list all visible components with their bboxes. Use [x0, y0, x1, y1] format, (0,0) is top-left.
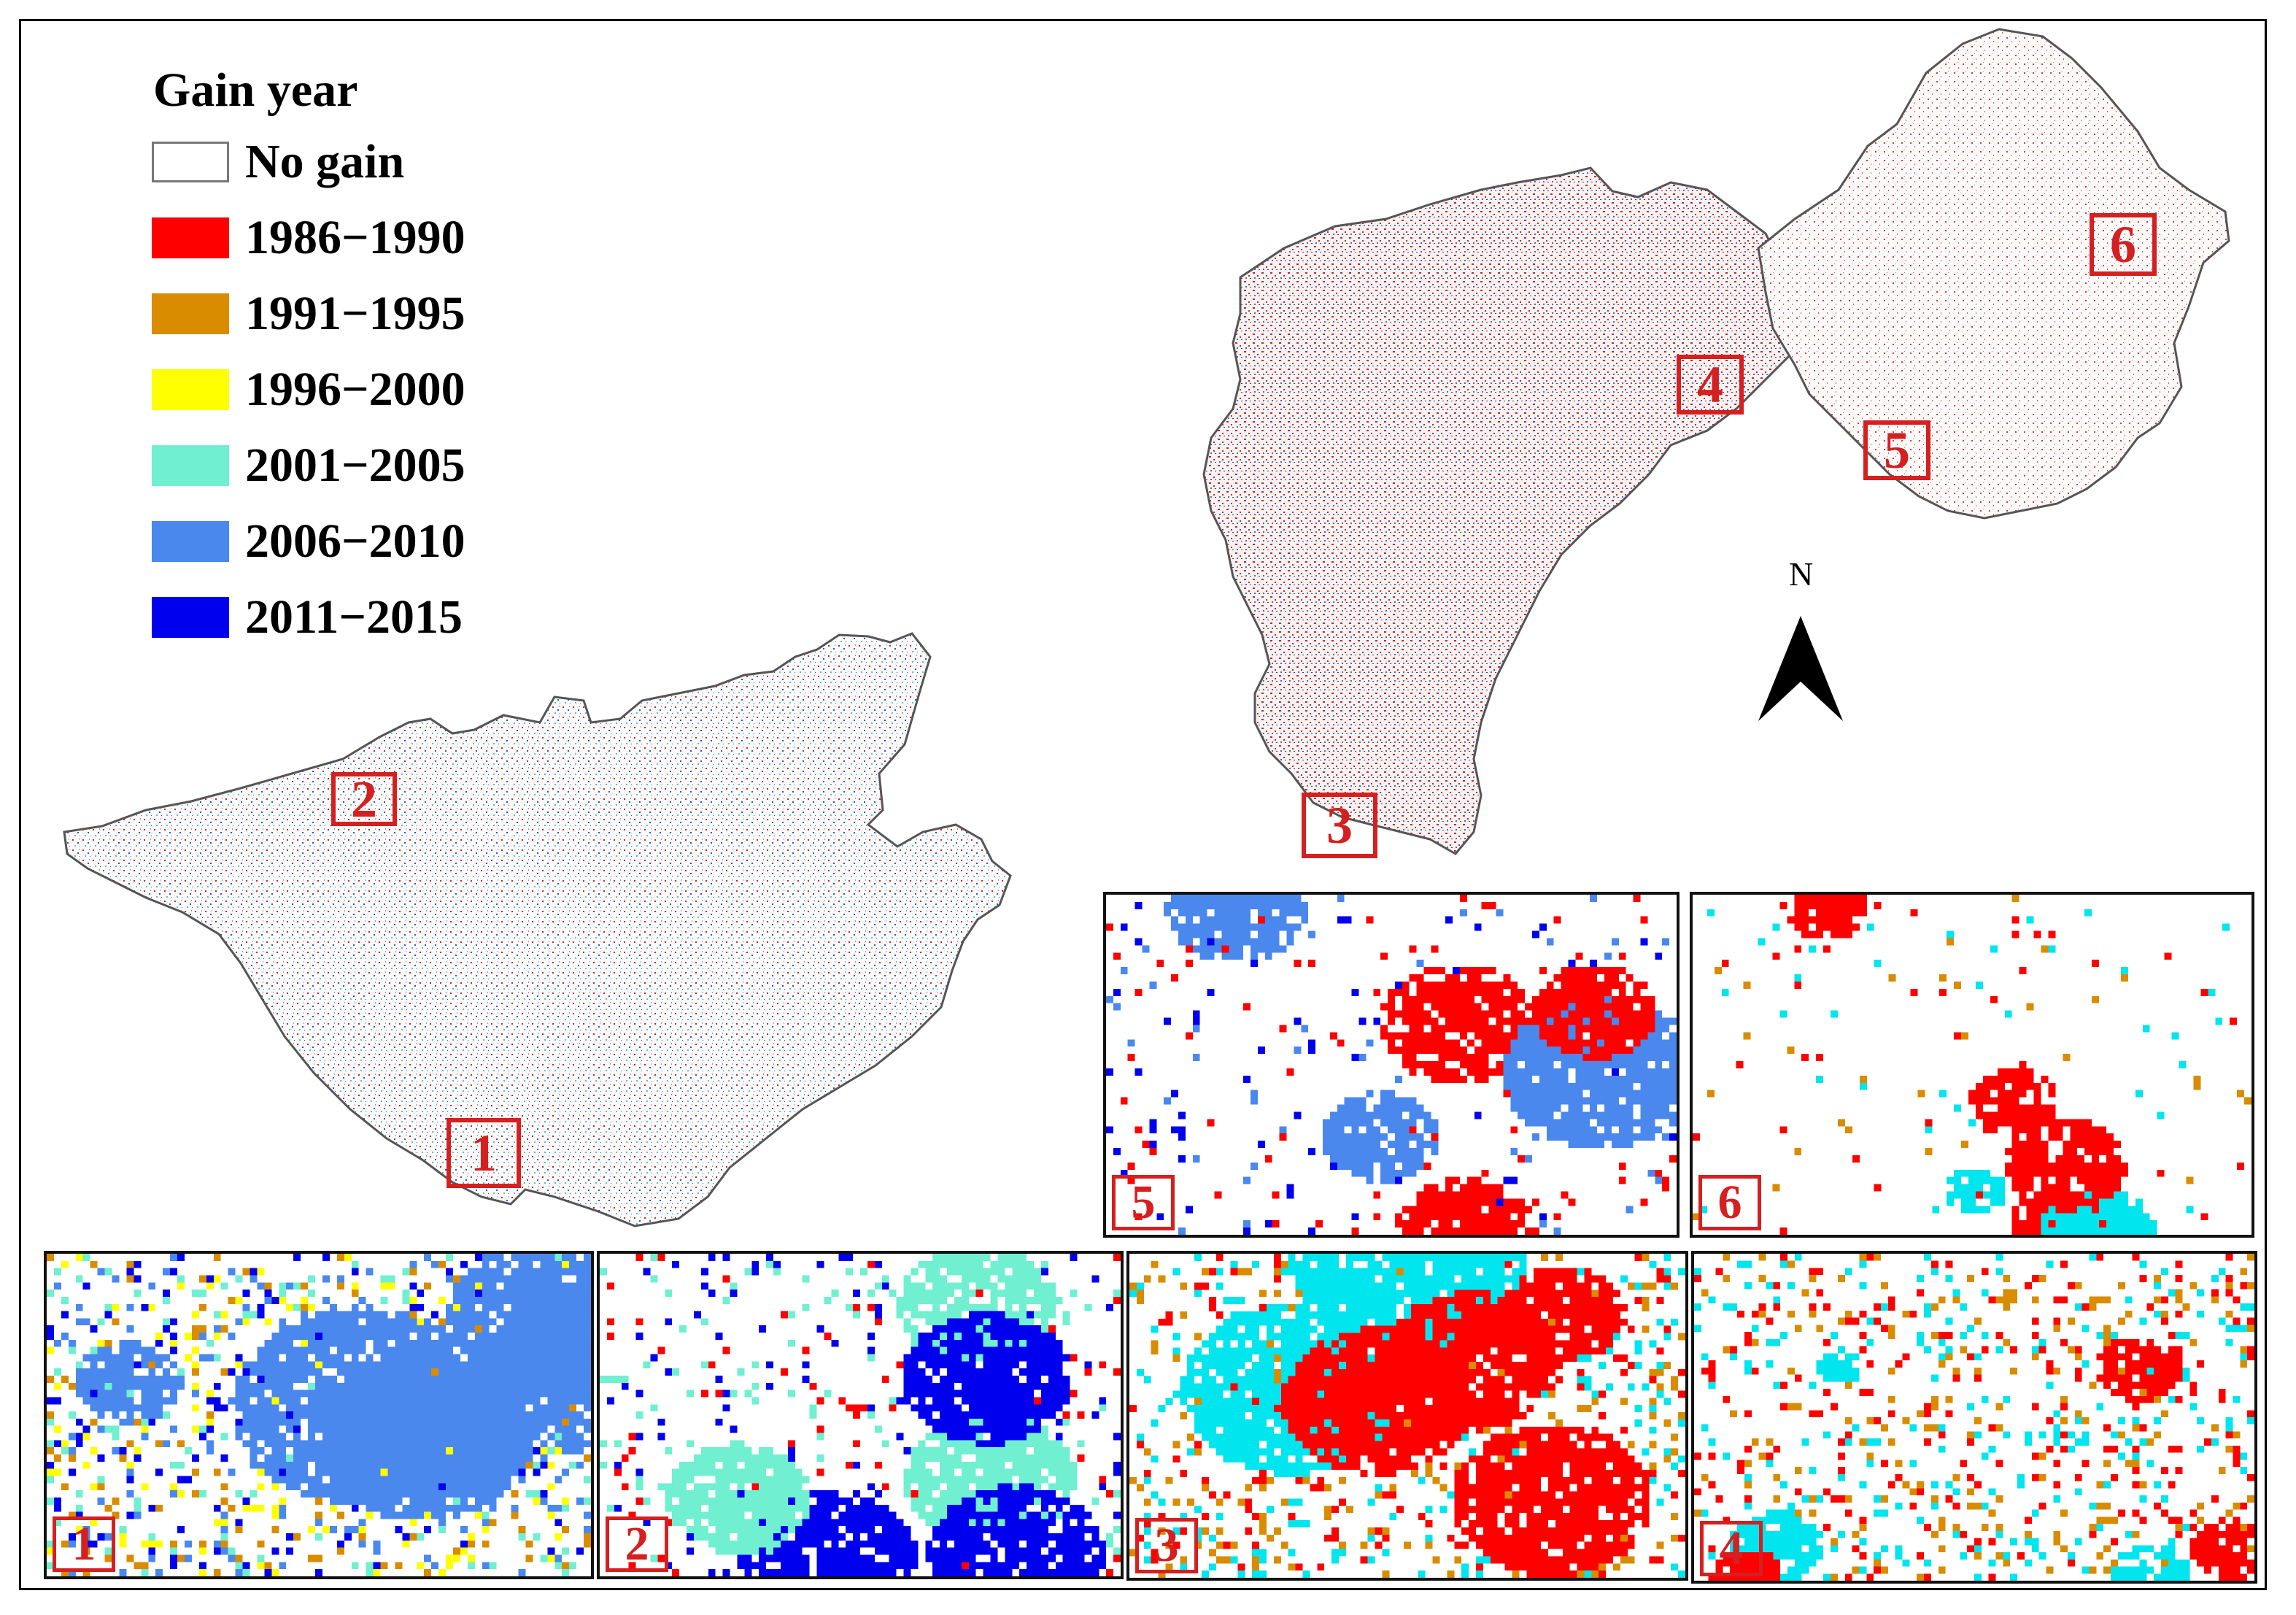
inset-label: 6: [1698, 1175, 1761, 1230]
region-west: [63, 632, 1012, 1227]
legend-item-2011-2015: 2011−2015: [152, 590, 463, 644]
map-marker-5: 5: [1863, 420, 1930, 480]
inset-raster: [1129, 1254, 1685, 1578]
legend-label: 1996−2000: [245, 363, 465, 416]
map-marker-4: 4: [1677, 355, 1744, 415]
map-marker-2: 2: [331, 772, 397, 826]
inset-label: 2: [606, 1516, 668, 1572]
inset-panel-3: 3: [1126, 1251, 1688, 1581]
north-arrow: [1758, 616, 1843, 721]
inset-panel-4: 4: [1691, 1251, 2257, 1584]
legend-swatch: [152, 597, 229, 638]
legend-label: 1986−1990: [245, 211, 465, 264]
inset-label: 5: [1112, 1175, 1175, 1230]
legend-item-1991-1995: 1991−1995: [152, 287, 465, 340]
inset-raster: [47, 1254, 591, 1576]
inset-raster: [1106, 895, 1677, 1235]
legend-item-2001-2005: 2001−2005: [152, 439, 465, 492]
map-marker-3: 3: [1302, 793, 1377, 858]
inset-panel-6: 6: [1690, 892, 2254, 1238]
legend-swatch: [152, 445, 229, 486]
map-marker-6: 6: [2090, 213, 2157, 276]
legend-swatch: [152, 293, 229, 334]
north-label: N: [1789, 555, 1813, 593]
inset-label: 3: [1135, 1518, 1198, 1573]
legend-swatch: [152, 142, 229, 182]
legend-label: 2001−2005: [245, 439, 465, 492]
map-frame: [19, 19, 2267, 1590]
inset-panel-5: 5: [1103, 892, 1680, 1238]
legend-title: Gain year: [153, 63, 358, 117]
inset-panel-2: 2: [597, 1251, 1124, 1579]
inset-raster: [600, 1254, 1121, 1576]
inset-label: 4: [1700, 1521, 1763, 1576]
legend-item-2006-2010: 2006−2010: [152, 514, 465, 568]
region-east: [1757, 28, 2230, 520]
legend-label: No gain: [245, 135, 405, 188]
inset-panel-1: 1: [44, 1251, 594, 1579]
map-marker-1: 1: [447, 1118, 521, 1188]
legend-item-1996-2000: 1996−2000: [152, 363, 465, 416]
legend-swatch: [152, 369, 229, 410]
inset-raster: [1693, 895, 2251, 1235]
legend-swatch: [152, 217, 229, 258]
inset-raster: [1694, 1254, 2254, 1581]
legend-label: 2006−2010: [245, 514, 465, 568]
inset-label: 1: [53, 1516, 115, 1572]
legend-label: 2011−2015: [245, 590, 463, 644]
legend-item-no-gain: No gain: [152, 135, 404, 188]
legend-label: 1991−1995: [245, 287, 465, 340]
legend-swatch: [152, 521, 229, 562]
region-middle: [1202, 166, 1797, 855]
legend-item-1986-1990: 1986−1990: [152, 211, 465, 264]
